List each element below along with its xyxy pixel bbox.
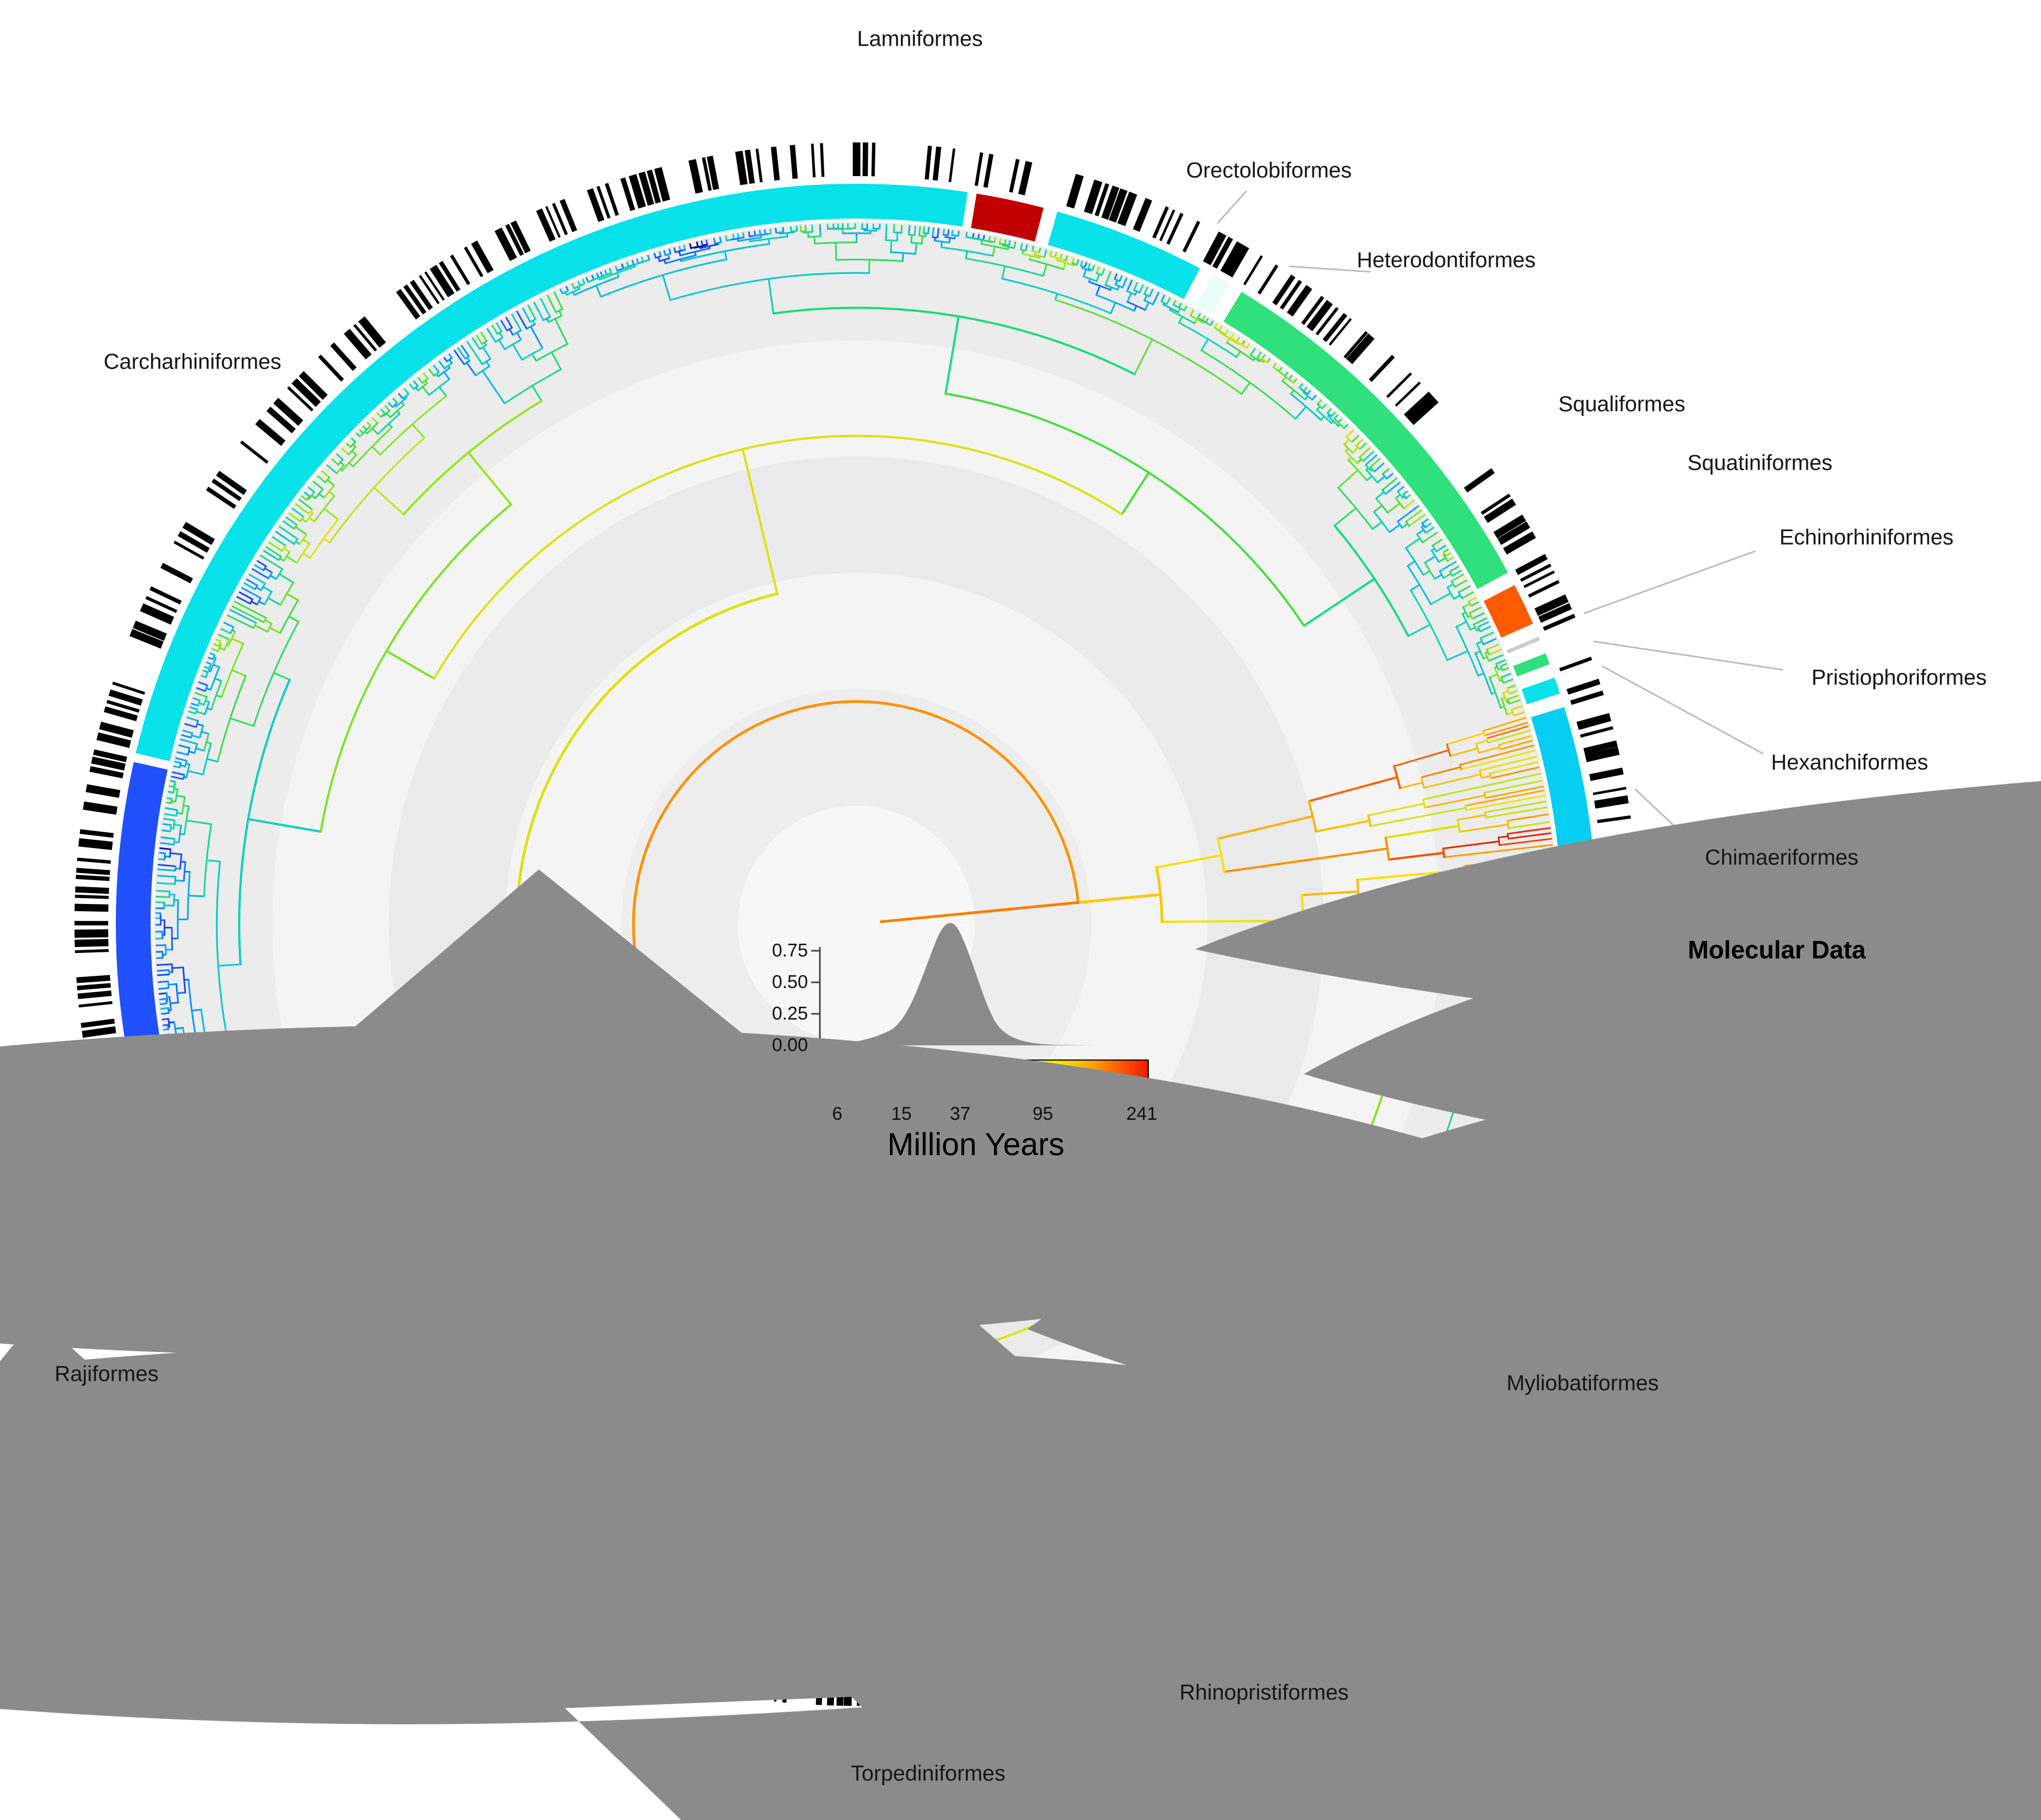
leader-echinorhiniformes — [1583, 550, 1756, 614]
label-squatiniformes: Squatiniformes — [1687, 451, 1833, 475]
scale-tick-37: 37 — [950, 1104, 970, 1124]
label-rajiformes: Rajiformes — [54, 1362, 159, 1386]
scale-tick-6: 6 — [832, 1104, 843, 1124]
scale-tick-95: 95 — [1032, 1104, 1053, 1124]
density-ytick-050: 0.50 — [771, 971, 808, 993]
scale-axis-label: Million Years — [887, 1127, 1065, 1162]
label-rhinopristiformes: Rhinopristiformes — [1179, 1680, 1349, 1705]
scale-tick-241: 241 — [1126, 1104, 1158, 1124]
label-hexanchiformes: Hexanchiformes — [1771, 750, 1928, 775]
leader-hexanchiformes — [1602, 665, 1764, 755]
label-molecular-data: Molecular Data — [1688, 936, 1866, 964]
label-chimaeriformes: Chimaeriformes — [1704, 845, 1859, 870]
label-heterodontiformes: Heterodontiformes — [1356, 248, 1536, 272]
label-pristiophoriformes: Pristiophoriformes — [1811, 665, 1987, 690]
label-echinorhiniformes: Echinorhiniformes — [1779, 525, 1954, 550]
density-ytick-025: 0.25 — [771, 1003, 808, 1024]
leader-pristiophoriformes — [1593, 640, 1783, 671]
density-ytick-000: 0.00 — [771, 1034, 808, 1056]
density-curve — [822, 923, 1093, 1045]
leader-heterodontiformes — [1289, 265, 1371, 273]
label-carcharhiniformes: Carcharhiniformes — [103, 350, 282, 374]
label-squaliformes: Squaliformes — [1558, 392, 1685, 416]
density-ytick-075: 0.75 — [771, 940, 808, 961]
label-myliobatiformes: Myliobatiformes — [1506, 1371, 1659, 1395]
label-orectolobiformes: Orectolobiformes — [1186, 158, 1352, 183]
leader-orectolobiformes — [1217, 190, 1247, 224]
scale-tick-15: 15 — [891, 1104, 912, 1124]
label-lamniformes: Lamniformes — [857, 27, 983, 51]
label-torpediniformes: Torpediniformes — [850, 1761, 1006, 1786]
